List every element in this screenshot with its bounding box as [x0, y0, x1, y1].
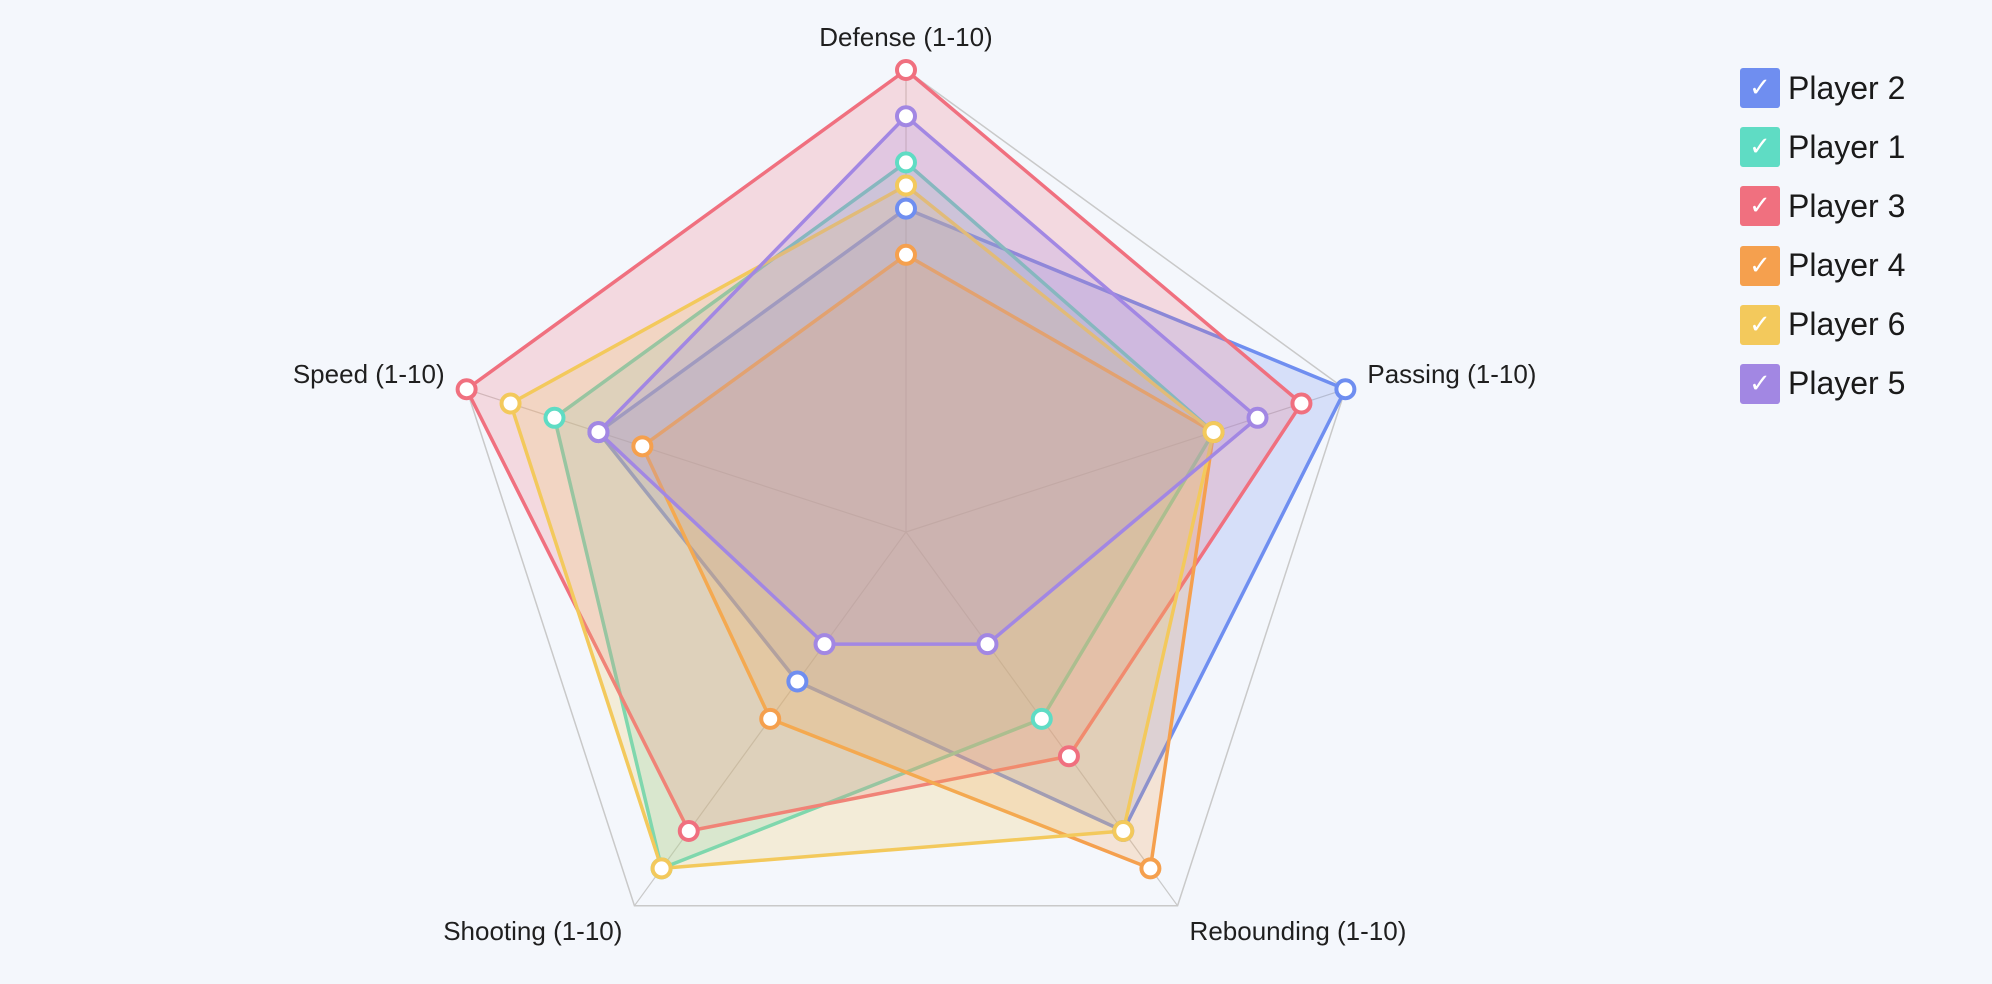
checkbox-checked-icon[interactable]: ✓: [1740, 186, 1780, 227]
axis-label-defense: Defense (1-10): [819, 22, 992, 52]
data-point-player-3[interactable]: [1290, 392, 1313, 415]
data-point-player-3[interactable]: [677, 820, 700, 843]
legend-item-player-2[interactable]: ✓ Player 2: [1740, 68, 1980, 108]
axis-label-speed: Speed (1-10): [293, 359, 445, 389]
data-point-player-3[interactable]: [895, 59, 917, 81]
axis-label-passing: Passing (1-10): [1367, 359, 1536, 389]
data-point-player-6[interactable]: [650, 857, 673, 880]
data-point-player-5[interactable]: [976, 633, 999, 656]
data-point-player-4[interactable]: [1139, 857, 1162, 880]
legend-label: Player 4: [1788, 247, 1906, 284]
checkbox-checked-icon[interactable]: ✓: [1740, 304, 1780, 345]
series-area-player-6: [508, 183, 1216, 871]
radar-spoke: [466, 388, 907, 533]
legend-item-player-1[interactable]: ✓ Player 1: [1740, 127, 1980, 168]
data-point-player-6[interactable]: [1112, 820, 1135, 843]
legend-item-player-3[interactable]: ✓ Player 3: [1740, 186, 1980, 227]
data-point-player-5[interactable]: [587, 421, 610, 444]
data-point-player-6[interactable]: [895, 174, 917, 197]
checkbox-checked-icon[interactable]: ✓: [1740, 127, 1780, 168]
legend-item-player-4[interactable]: ✓ Player 4: [1740, 245, 1980, 286]
data-point-player-6[interactable]: [499, 392, 522, 415]
radar-axis-labels: Defense (1-10) Passing (1-10) Rebounding…: [293, 22, 1537, 946]
data-point-player-2[interactable]: [1334, 378, 1357, 401]
data-point-player-5[interactable]: [1246, 406, 1269, 429]
data-point-player-1[interactable]: [895, 151, 917, 174]
legend-item-player-5[interactable]: ✓ Player 5: [1740, 363, 1980, 404]
data-point-player-2[interactable]: [895, 197, 917, 220]
series-area-player-3: [464, 68, 1304, 833]
checkbox-checked-icon[interactable]: ✓: [1740, 363, 1780, 404]
data-point-player-3[interactable]: [455, 378, 478, 401]
data-point-player-4[interactable]: [895, 243, 917, 266]
axis-label-rebounding: Rebounding (1-10): [1190, 916, 1407, 946]
radar-series: [455, 59, 1357, 880]
checkbox-checked-icon[interactable]: ✓: [1740, 245, 1780, 286]
checkbox-checked-icon[interactable]: ✓: [1740, 68, 1780, 108]
legend-label: Player 5: [1788, 365, 1906, 402]
legend-label: Player 2: [1788, 69, 1906, 106]
data-point-player-1[interactable]: [1030, 707, 1053, 730]
legend-item-player-6[interactable]: ✓ Player 6: [1740, 304, 1980, 345]
series-area-player-4: [640, 253, 1216, 871]
radar-spoke: [905, 388, 1346, 533]
data-point-player-5[interactable]: [813, 633, 836, 656]
legend-label: Player 3: [1788, 187, 1906, 224]
data-point-player-3[interactable]: [1057, 745, 1080, 768]
legend: ✓ Player 2 ✓ Player 1 ✓ Player 3 ✓ Playe…: [1740, 68, 1980, 423]
data-point-player-4[interactable]: [759, 707, 782, 730]
axis-label-shooting: Shooting (1-10): [443, 916, 622, 946]
data-point-player-1[interactable]: [543, 406, 566, 429]
legend-label: Player 1: [1788, 128, 1906, 165]
data-point-player-2[interactable]: [786, 670, 809, 693]
data-point-player-6[interactable]: [1202, 421, 1225, 444]
series-area-player-5: [596, 114, 1260, 646]
data-point-player-4[interactable]: [631, 435, 654, 458]
legend-label: Player 6: [1788, 306, 1906, 343]
data-point-player-5[interactable]: [895, 105, 917, 128]
